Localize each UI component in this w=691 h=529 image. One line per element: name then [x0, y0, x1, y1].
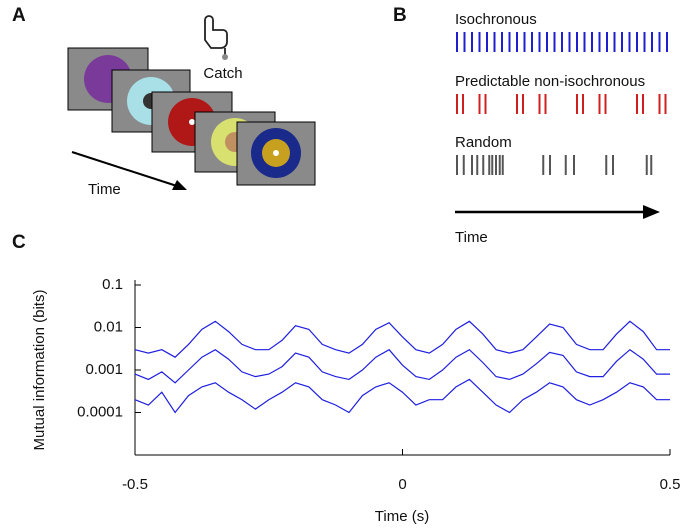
- y-axis-label: Mutual information (bits): [31, 290, 48, 451]
- series-label: Predictable non-isochronous: [455, 73, 645, 90]
- stimulus-stack: [67, 47, 316, 186]
- panel-letter: C: [12, 232, 26, 253]
- panel-letter: A: [12, 5, 26, 26]
- y-tick-label: 0.0001: [77, 403, 123, 420]
- time-arrow: [71, 151, 181, 188]
- y-tick-label: 0.01: [94, 318, 123, 335]
- y-tick-label: 0.1: [102, 276, 123, 293]
- hand-icon: [204, 15, 228, 56]
- mi-line: [134, 320, 670, 358]
- panel-letter: B: [393, 5, 407, 26]
- series-label: Isochronous: [455, 11, 537, 28]
- catch-label: Catch: [203, 65, 242, 82]
- x-tick-label: 0.5: [660, 476, 681, 493]
- time-arrow: [172, 180, 187, 190]
- time-label: Time: [88, 181, 121, 198]
- mi-line: [134, 378, 670, 414]
- mi-line: [134, 348, 670, 384]
- series-label: Random: [455, 134, 512, 151]
- time-arrow: [643, 205, 660, 219]
- hand-icon: [222, 54, 228, 60]
- x-tick-label: -0.5: [122, 476, 148, 493]
- x-axis-label: Time: [455, 229, 488, 246]
- x-axis-label: Time (s): [375, 508, 429, 525]
- y-tick-label: 0.001: [85, 361, 123, 378]
- x-tick-label: 0: [398, 476, 406, 493]
